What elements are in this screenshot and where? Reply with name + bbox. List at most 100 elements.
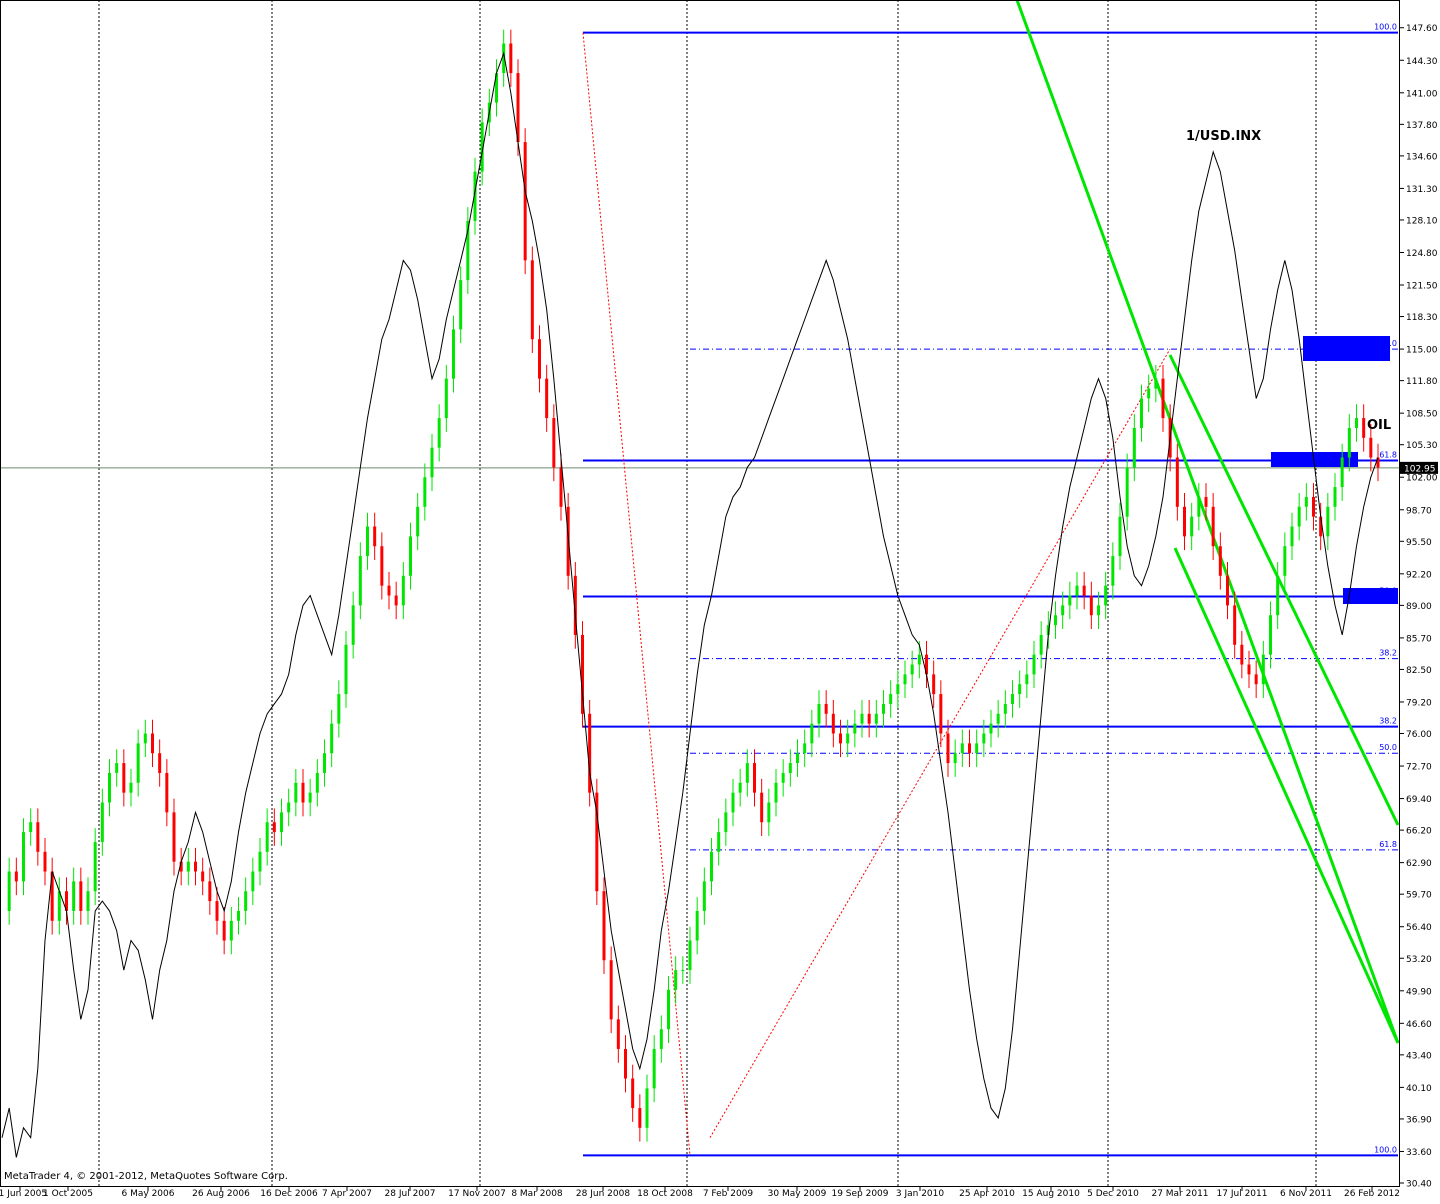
candle-body — [638, 1108, 642, 1128]
price-tick-label: 56.40 — [1406, 923, 1432, 933]
candle-body — [1347, 427, 1351, 458]
candle-body — [581, 634, 584, 714]
price-tick-label: 147.60 — [1406, 24, 1438, 34]
zone-box — [1303, 336, 1390, 361]
price-tick-label: 134.60 — [1406, 152, 1438, 162]
fib-level-label: 50.0 — [1379, 743, 1397, 752]
candle-body — [444, 378, 448, 419]
candle-body — [466, 220, 470, 281]
candle-body — [1218, 546, 1222, 576]
candle-body — [1097, 605, 1100, 616]
candle-body — [265, 822, 269, 852]
candle-body — [115, 763, 119, 773]
candle-body — [158, 753, 162, 773]
candle-body — [108, 772, 111, 803]
candle-body — [1355, 418, 1358, 428]
price-tick-label: 79.20 — [1406, 698, 1432, 708]
price-tick-label: 62.90 — [1406, 859, 1432, 869]
candle-body — [853, 723, 857, 734]
candle-body — [1018, 684, 1022, 695]
candle-body — [72, 881, 76, 911]
fib-level-label: 38.2 — [1379, 717, 1397, 726]
price-tick-label: 141.00 — [1406, 89, 1438, 99]
candle-body — [308, 792, 312, 803]
candle-body — [624, 1048, 627, 1079]
candle-body — [22, 832, 25, 882]
candle-body — [702, 881, 706, 911]
price-tick-label: 121.50 — [1406, 282, 1438, 292]
time-tick-label: 6 May 2006 — [122, 1189, 175, 1199]
copyright-text: MetaTrader 4, © 2001-2012, MetaQuotes So… — [4, 1171, 288, 1182]
candle-body — [480, 122, 484, 172]
time-tick-label: 7 Feb 2009 — [703, 1189, 754, 1199]
candle-body — [151, 733, 154, 754]
candle-body — [1276, 575, 1280, 616]
price-tick-label: 118.30 — [1406, 313, 1438, 323]
candle-body — [1340, 457, 1344, 488]
candle-body — [968, 743, 971, 754]
candle-body — [932, 674, 936, 695]
candle-body — [695, 910, 699, 941]
candle-body — [258, 851, 262, 872]
time-tick-label: 15 Aug 2010 — [1022, 1189, 1080, 1199]
channel-line-lower — [1173, 547, 1400, 1044]
candle-body — [366, 526, 369, 557]
candle-body — [287, 802, 291, 813]
candle-body — [896, 684, 900, 695]
candle-body — [1290, 526, 1294, 547]
candle-body — [1297, 506, 1301, 527]
candle-body — [688, 940, 692, 971]
candle-body — [1247, 664, 1251, 675]
candle-body — [423, 477, 427, 507]
candle-body — [652, 1048, 656, 1089]
candle-body — [1376, 457, 1380, 468]
candle-body — [201, 871, 205, 882]
candle-body — [502, 43, 506, 74]
candle-body — [889, 694, 893, 704]
candle-body — [229, 920, 233, 941]
candle-body — [538, 339, 541, 379]
candle-body — [244, 891, 248, 911]
current-price-box — [1400, 461, 1438, 474]
candle-body — [1369, 437, 1373, 458]
candle-body — [122, 763, 126, 793]
candle-body — [1039, 634, 1043, 655]
candle-body — [373, 526, 377, 547]
candle-body — [946, 733, 950, 764]
price-tick-label: 82.50 — [1406, 666, 1432, 676]
candle-body — [1075, 585, 1079, 596]
candle-body — [1261, 654, 1265, 685]
price-tick-label: 53.20 — [1406, 955, 1432, 965]
candle-body — [473, 171, 477, 221]
candle-body — [860, 713, 864, 724]
candle-body — [416, 506, 420, 537]
fib-level-label: 100.0 — [1374, 23, 1397, 32]
candle-body — [394, 595, 398, 606]
candle-body — [1333, 487, 1337, 507]
time-tick-label: 17 Nov 2007 — [448, 1189, 506, 1199]
candle-body — [609, 960, 613, 1020]
oil-annotation: OIL — [1367, 418, 1391, 433]
candle-body — [459, 280, 463, 330]
time-tick-label: 30 May 2009 — [768, 1189, 827, 1199]
candle-body — [1054, 615, 1057, 626]
price-tick-label: 92.20 — [1406, 570, 1432, 580]
candle-body — [1068, 595, 1072, 606]
candle-body — [1233, 605, 1237, 645]
chart-frame — [0, 0, 1400, 1187]
candle-body — [1011, 694, 1014, 704]
zone-box — [1271, 452, 1358, 467]
candle-body — [573, 575, 577, 635]
candle-body — [753, 763, 756, 793]
candle-body — [1319, 516, 1323, 537]
candle-body — [910, 664, 914, 675]
candle-body — [330, 723, 334, 754]
fib-level-label: 0.0 — [1384, 339, 1397, 348]
candle-body — [1175, 457, 1179, 507]
fib-level-label: 100.0 — [1374, 1145, 1397, 1154]
price-tick-label: 89.00 — [1406, 602, 1432, 612]
candle-body — [1061, 605, 1065, 616]
candle-body — [208, 881, 212, 902]
